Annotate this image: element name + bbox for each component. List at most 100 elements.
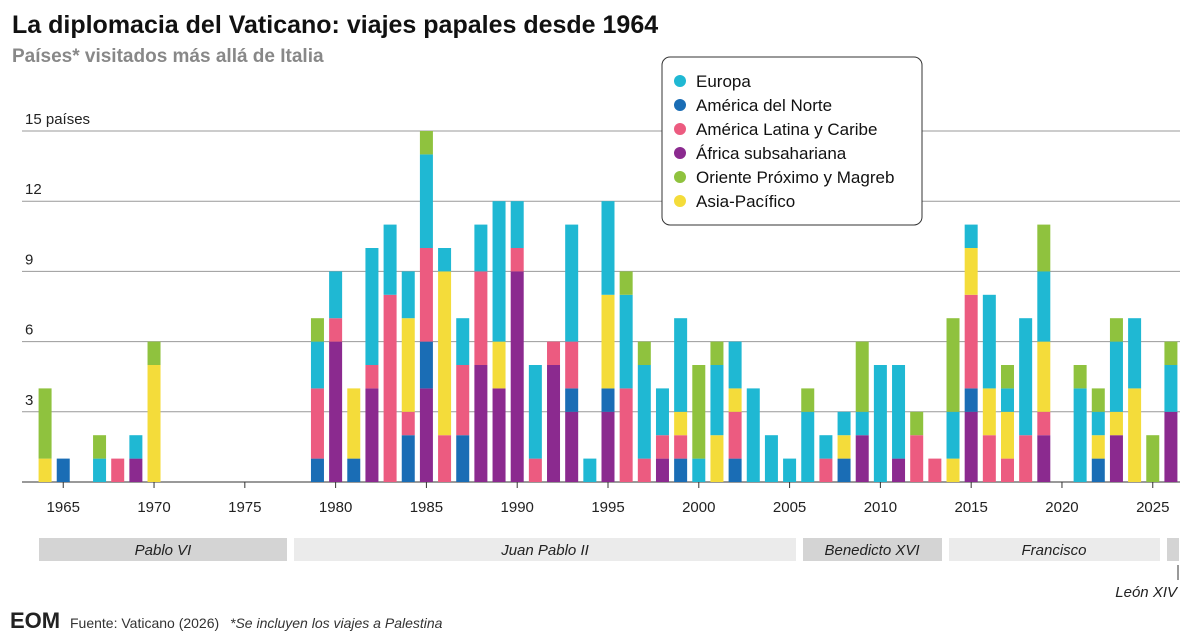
bar-segment bbox=[964, 388, 978, 412]
bar-segment bbox=[946, 411, 960, 459]
bar-segment bbox=[964, 411, 978, 482]
source: Fuente: Vaticano (2026) bbox=[70, 615, 219, 631]
note: *Se incluyen los viajes a Palestina bbox=[230, 615, 443, 631]
bar-segment bbox=[1109, 435, 1123, 482]
bar-segment bbox=[619, 271, 633, 295]
bar-segment bbox=[347, 388, 361, 459]
bar-segment bbox=[1000, 411, 1014, 459]
bar-segment bbox=[383, 294, 397, 482]
bar-segment bbox=[401, 411, 415, 436]
bar-segment bbox=[1000, 388, 1014, 412]
bar-segment bbox=[837, 458, 851, 482]
bar-segment bbox=[910, 411, 924, 436]
bar-segment bbox=[892, 365, 906, 459]
y-tick-label: 3 bbox=[25, 392, 33, 409]
x-tick-label: 1970 bbox=[137, 499, 170, 516]
bar-segment bbox=[982, 388, 996, 436]
bar-segment bbox=[510, 248, 524, 272]
legend-label: América del Norte bbox=[696, 96, 832, 115]
bar-segment bbox=[383, 224, 397, 295]
bar-segment bbox=[547, 365, 561, 482]
bar-segment bbox=[674, 411, 688, 436]
bar-segment bbox=[619, 294, 633, 389]
bar-segment bbox=[129, 435, 143, 459]
eras: Pablo VI Juan Pablo II Benedicto XVI Fra… bbox=[39, 538, 1179, 601]
bar-segment bbox=[1091, 411, 1105, 436]
bar-segment bbox=[601, 294, 615, 389]
bar-segment bbox=[710, 341, 724, 365]
bar-segment bbox=[565, 341, 579, 389]
bar-segment bbox=[365, 388, 379, 482]
bar-segment bbox=[1164, 365, 1178, 412]
bar-segment bbox=[910, 435, 924, 482]
bar-segment bbox=[401, 318, 415, 412]
chart-subtitle: Países* visitados más allá de Italia bbox=[12, 46, 324, 67]
bar-segment bbox=[38, 388, 52, 459]
bar-segment bbox=[401, 271, 415, 319]
bar-segment bbox=[710, 365, 724, 436]
bar-segment bbox=[1037, 224, 1051, 272]
bar-segment bbox=[528, 458, 542, 482]
bar-segment bbox=[819, 458, 833, 482]
bar-segment bbox=[492, 388, 506, 482]
legend-swatch bbox=[674, 195, 686, 207]
x-tick-label: 1990 bbox=[501, 499, 534, 516]
x-tick-label: 2005 bbox=[773, 499, 806, 516]
bar-segment bbox=[1000, 365, 1014, 389]
bar-segment bbox=[928, 458, 942, 482]
bar-segment bbox=[492, 201, 506, 342]
bar-segment bbox=[1128, 388, 1142, 482]
x-tick-label: 2010 bbox=[864, 499, 897, 516]
bar-segment bbox=[801, 411, 815, 482]
bar-segment bbox=[1037, 411, 1051, 436]
bar-segment bbox=[892, 458, 906, 482]
legend-swatch bbox=[674, 123, 686, 135]
x-tick-label: 1995 bbox=[591, 499, 624, 516]
y-tick-label: 12 bbox=[25, 181, 42, 198]
y-tick-label: 9 bbox=[25, 251, 33, 268]
bar-segment bbox=[93, 435, 107, 459]
era-label: Pablo VI bbox=[135, 542, 192, 559]
bar-segment bbox=[456, 365, 470, 436]
bar-segment bbox=[728, 458, 742, 482]
bar-segment bbox=[674, 458, 688, 482]
bar-segment bbox=[93, 458, 107, 482]
y-tick-label: 15 países bbox=[25, 111, 90, 128]
bar-segment bbox=[456, 318, 470, 365]
bar-segment bbox=[728, 341, 742, 389]
bar-segment bbox=[710, 435, 724, 482]
bar-segment bbox=[637, 458, 651, 482]
bar-segment bbox=[419, 388, 433, 482]
legend-box bbox=[661, 56, 923, 226]
era-label: Francisco bbox=[1021, 542, 1086, 559]
era-label: Benedicto XVI bbox=[824, 542, 919, 559]
bar-segment bbox=[637, 365, 651, 459]
bar-segment bbox=[692, 458, 706, 482]
legend: Europa América del Norte América Latina y … bbox=[661, 56, 923, 226]
bar-segment bbox=[129, 458, 143, 482]
bar-segment bbox=[801, 388, 815, 412]
bar-segment bbox=[401, 435, 415, 482]
bar-segment bbox=[982, 294, 996, 389]
legend-label: Europa bbox=[696, 72, 751, 91]
bar-segment bbox=[1073, 388, 1087, 482]
bar-segment bbox=[1164, 411, 1178, 482]
bar-segment bbox=[111, 458, 125, 482]
bar-segment bbox=[310, 388, 324, 459]
bar-segment bbox=[946, 458, 960, 482]
era-label: Juan Pablo II bbox=[500, 542, 589, 559]
era-band bbox=[949, 538, 1160, 561]
bar-segment bbox=[583, 458, 597, 482]
bar-segment bbox=[438, 248, 452, 272]
bar-segment bbox=[419, 154, 433, 248]
bar-segment bbox=[310, 318, 324, 342]
bar-segment bbox=[329, 318, 343, 342]
x-tick-label: 1975 bbox=[228, 499, 261, 516]
bar-segment bbox=[565, 411, 579, 482]
bar-segment bbox=[655, 458, 669, 482]
bar-segment bbox=[547, 341, 561, 365]
bar-segment bbox=[419, 248, 433, 342]
x-tick-label: 2020 bbox=[1045, 499, 1078, 516]
bar-segment bbox=[837, 411, 851, 436]
bar-segment bbox=[982, 435, 996, 482]
